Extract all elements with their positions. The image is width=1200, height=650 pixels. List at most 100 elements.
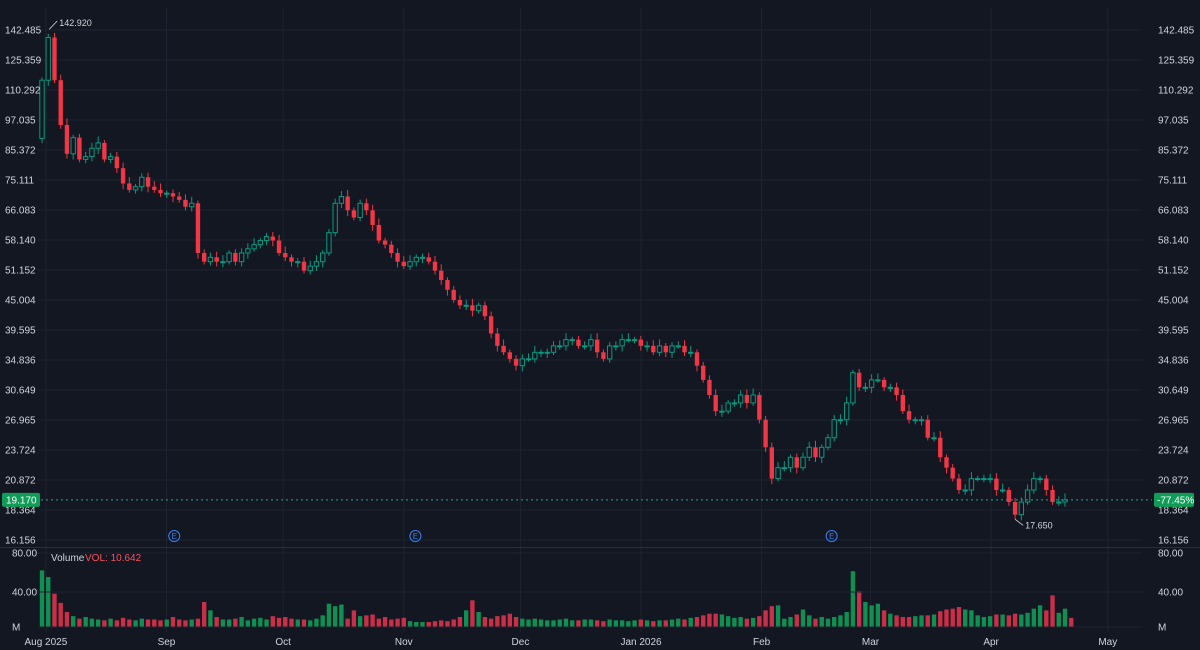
candle-body <box>769 447 775 479</box>
candle-body <box>132 186 139 191</box>
candle <box>389 240 394 258</box>
volume-bar <box>725 616 731 627</box>
candle-body <box>663 345 668 353</box>
volume-bar <box>439 620 444 627</box>
price-axis-right[interactable]: 142.485 125.359 110.292 97.035 85.372 75.111 6… <box>1158 26 1195 547</box>
candle-body <box>588 339 594 347</box>
volume-bar <box>513 617 519 627</box>
volume-bar <box>376 618 382 627</box>
volume-bar <box>339 604 344 627</box>
volume-bar <box>58 602 63 627</box>
change-percent-tag: -77.45% <box>1154 492 1194 507</box>
candle <box>519 354 525 372</box>
candle-body <box>694 352 700 366</box>
candle-body <box>519 358 525 367</box>
earnings-marker[interactable]: E <box>409 530 422 542</box>
candle-body <box>45 36 51 81</box>
candle <box>881 377 887 392</box>
volume-bar <box>407 621 413 627</box>
candle-body <box>183 199 188 207</box>
candle-body <box>226 252 232 263</box>
candle <box>894 382 899 401</box>
candle-body <box>675 345 681 348</box>
price-tick-label: 45.004 <box>5 295 36 306</box>
price-tick-label: 66.083 <box>1158 205 1189 216</box>
volume-bar <box>1069 617 1074 627</box>
volume-bar <box>220 619 226 627</box>
candle-body <box>750 394 756 404</box>
volume-bar <box>944 609 949 627</box>
candle <box>688 345 694 358</box>
candle-body <box>644 345 650 348</box>
candle <box>52 32 57 84</box>
candle <box>757 392 762 424</box>
candle <box>158 183 163 197</box>
candle <box>257 237 264 249</box>
candle <box>694 349 700 372</box>
candle-body <box>787 456 794 469</box>
volume-bar <box>414 622 419 627</box>
candle <box>251 238 257 252</box>
price-tick-label: 20.872 <box>1158 475 1189 486</box>
volume-bar <box>158 620 163 627</box>
candle-body <box>263 236 270 242</box>
candle <box>644 341 650 352</box>
price-tick-label: 23.724 <box>5 445 36 456</box>
price-axis-left: 142.485 125.359 110.292 97.035 85.372 75.111 6… <box>5 26 42 547</box>
volume-bar <box>813 618 818 627</box>
candle <box>968 472 975 496</box>
candle-body <box>1037 478 1043 481</box>
volume-bar <box>351 610 357 627</box>
candle-body <box>532 351 538 360</box>
price-tick-label: 58.140 <box>1158 235 1189 246</box>
volume-bar <box>1050 595 1055 627</box>
candle <box>82 151 89 164</box>
volume-bar <box>676 618 681 627</box>
volume-bar <box>457 617 463 627</box>
volume-bar <box>507 613 513 627</box>
candle <box>682 340 687 357</box>
candle-body <box>757 395 762 420</box>
candle-body <box>445 280 450 290</box>
price-tick-label: 66.083 <box>5 205 36 216</box>
volume-bar <box>395 618 400 627</box>
volume-bar <box>482 617 488 627</box>
candle <box>276 235 282 256</box>
volume-bar <box>644 620 650 627</box>
candle-body <box>669 345 675 353</box>
candle-body <box>974 478 981 481</box>
candle <box>576 335 581 349</box>
candle <box>475 302 482 314</box>
candle <box>401 256 406 269</box>
price-tick-label: 16.156 <box>5 536 36 547</box>
candle-body <box>332 202 338 234</box>
volume-bars <box>39 570 1074 627</box>
time-axis[interactable]: Aug 2025 Sep Oct Nov Dec Jan 2026 Feb Mar Apr May <box>24 637 1117 648</box>
candle <box>582 341 588 350</box>
time-tick-label: Apr <box>983 637 999 648</box>
candle-body <box>1044 478 1049 490</box>
candle-body <box>313 261 320 267</box>
volume-bar <box>663 620 668 627</box>
candle <box>744 389 750 409</box>
volume-bar <box>987 616 993 627</box>
candle-body <box>713 395 718 412</box>
candle-body <box>837 419 844 422</box>
candle-body <box>370 210 375 225</box>
candle <box>382 237 388 249</box>
candle-body <box>245 248 251 254</box>
candle <box>64 118 70 159</box>
earnings-marker[interactable]: E <box>825 530 838 542</box>
candle <box>544 348 550 358</box>
earnings-marker[interactable]: E <box>168 530 181 542</box>
candle-body <box>426 257 431 262</box>
volume-bar <box>607 619 612 627</box>
volume-bar <box>682 619 687 627</box>
volume-bar <box>701 615 706 627</box>
candle <box>944 454 949 474</box>
volume-bar <box>283 617 288 627</box>
low-annotation-label: 17.650 <box>1025 520 1053 530</box>
volume-bar <box>875 603 881 627</box>
